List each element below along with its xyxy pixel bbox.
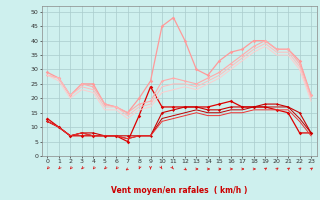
- Text: Vent moyen/en rafales  ( km/h ): Vent moyen/en rafales ( km/h ): [111, 186, 247, 195]
